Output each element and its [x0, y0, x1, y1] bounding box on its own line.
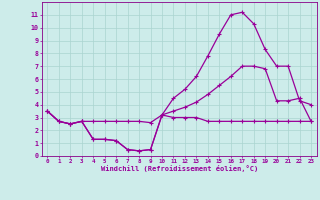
X-axis label: Windchill (Refroidissement éolien,°C): Windchill (Refroidissement éolien,°C) [100, 165, 258, 172]
